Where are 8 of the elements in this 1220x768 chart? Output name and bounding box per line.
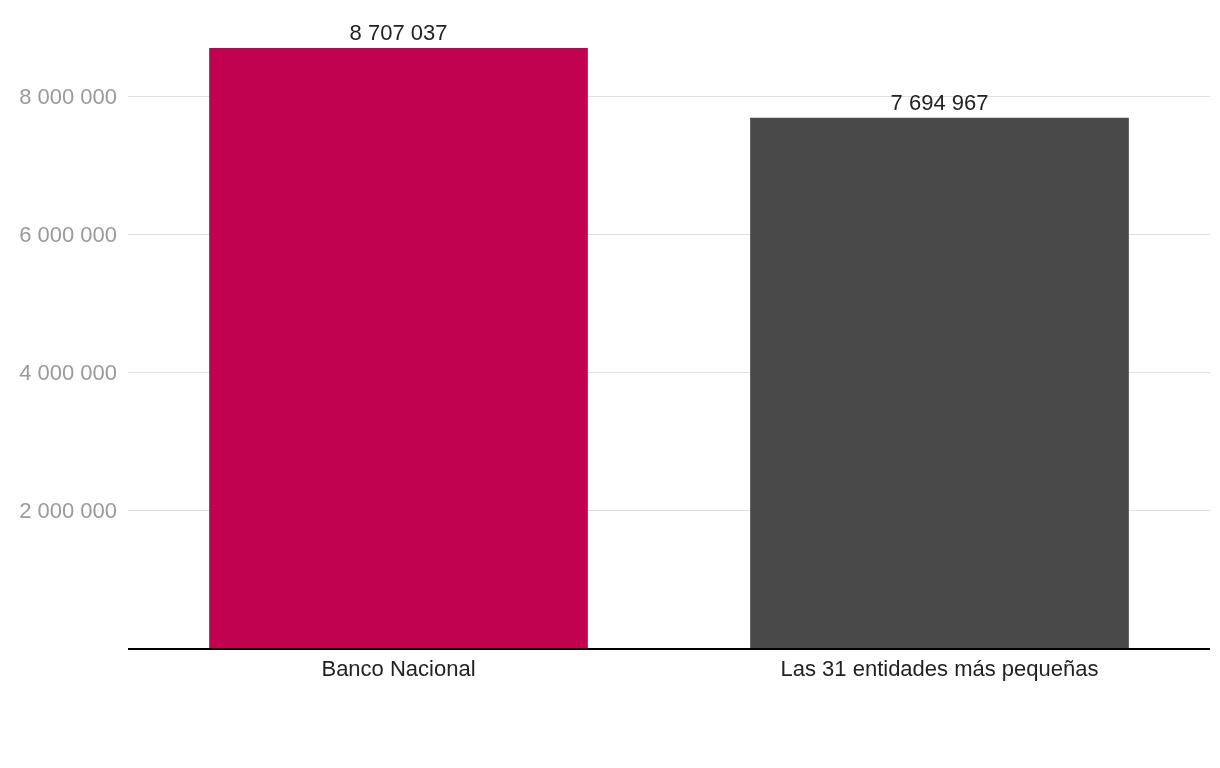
y-tick-label: 2 000 000 — [19, 497, 117, 523]
x-tick-label: Las 31 entidades más pequeñas — [780, 656, 1099, 682]
x-tick-label: Banco Nacional — [321, 656, 476, 682]
data-label: 8 707 037 — [349, 20, 448, 45]
y-tick-label: 6 000 000 — [19, 222, 117, 248]
data-label: 7 694 967 — [890, 89, 989, 115]
y-tick-label: 8 000 000 — [19, 84, 117, 110]
y-tick-label: 4 000 000 — [19, 360, 117, 386]
